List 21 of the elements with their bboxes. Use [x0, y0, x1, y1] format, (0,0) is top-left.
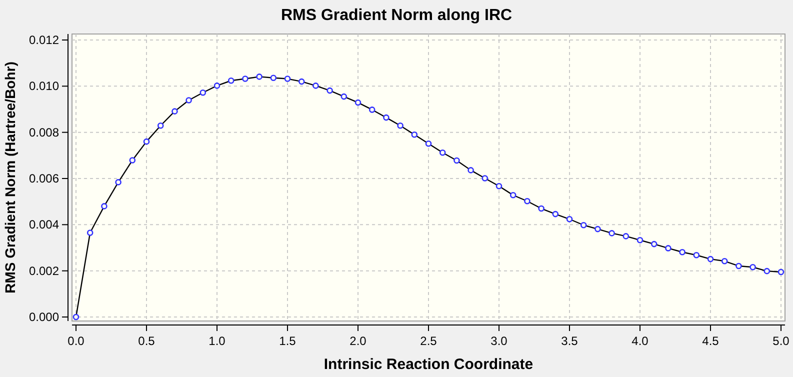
x-tick-label: 5.0	[772, 334, 790, 348]
x-tick-label: 2.5	[420, 334, 438, 348]
y-tick-label: 0.008	[28, 125, 60, 140]
y-tick-label: 0.012	[28, 33, 60, 47]
y-tick-label: 0.010	[28, 79, 60, 94]
y-tick-label: 0.004	[28, 218, 60, 232]
x-tick-label: 2.0	[350, 334, 367, 348]
x-tick-label: 1.0	[208, 334, 226, 348]
y-tick-label: 0.006	[28, 172, 60, 186]
x-axis-title: Intrinsic Reaction Coordinate	[324, 356, 534, 373]
y-tick-label: 0.002	[28, 264, 60, 278]
x-tick-label: 0.0	[68, 334, 85, 348]
x-tick-label: 4.5	[702, 334, 720, 348]
chart-title: RMS Gradient Norm along IRC	[280, 7, 513, 24]
x-tick-label: 1.5	[279, 334, 296, 348]
y-axis-title: RMS Gradient Norm (Hartree/Bohr)	[2, 62, 18, 294]
x-tick-label: 3.0	[490, 334, 508, 348]
x-tick-label: 3.5	[561, 334, 578, 348]
x-tick-label: 4.0	[632, 334, 649, 348]
x-tick-label: 0.5	[138, 334, 156, 348]
y-tick-label: 0.000	[28, 310, 60, 324]
